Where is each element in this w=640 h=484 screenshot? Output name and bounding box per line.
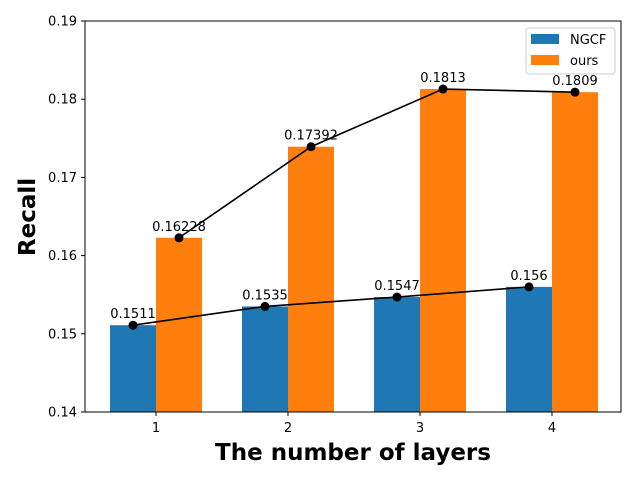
value-label-ours-1: 0.16228 [152,220,206,235]
bar-ours-2 [288,146,334,412]
plot-frame [84,20,622,413]
marker-ours-4 [570,87,580,97]
bar-ngcf-1 [110,325,156,412]
marker-ngcf-2 [260,301,270,311]
y-tick-label: 0.16 [48,249,77,264]
y-tick-label: 0.14 [48,406,77,421]
y-tick-label: 0.18 [48,93,77,108]
y-axis: 0.14 0.15 0.16 0.17 0.18 0.19 [48,15,85,421]
x-axis-title: The number of layers [215,440,491,466]
marker-ours-3 [438,84,448,94]
y-axis-title: Recall [15,178,41,256]
y-tick-label: 0.17 [48,171,77,186]
bar-ngcf-4 [506,286,552,412]
trend-line-ours [178,88,576,239]
x-tick-label: 1 [152,421,160,436]
value-labels: 0.1511 0.1535 0.1547 0.156 0.16228 0.17392 0.1… [110,71,598,322]
value-label-ngcf-4: 0.156 [510,269,547,284]
y-tick-label: 0.15 [48,327,77,342]
value-label-ngcf-1: 0.1511 [110,307,156,322]
bar-ours-3 [420,89,466,412]
x-tick-label: 2 [284,421,292,436]
bar-ngcf-2 [242,306,288,412]
bar-ours-1 [156,237,202,412]
marker-ours-1 [174,233,184,243]
marker-ngcf-3 [392,292,402,302]
bars-layer [110,89,598,413]
value-label-ngcf-3: 0.1547 [374,279,420,294]
marker-ours-2 [306,142,316,152]
legend-swatch-ours [531,55,559,65]
y-tick-label: 0.19 [48,15,77,30]
bar-ngcf-3 [374,297,420,412]
marker-ngcf-4 [524,282,534,292]
value-label-ours-4: 0.1809 [552,74,598,89]
bar-ours-4 [552,92,598,413]
legend: NGCF ours [525,27,616,75]
value-label-ours-3: 0.1813 [420,71,466,86]
legend-swatch-ngcf [531,34,559,44]
trend-line-ngcf [132,286,530,326]
marker-ngcf-1 [128,320,138,330]
value-label-ours-2: 0.17392 [284,129,338,144]
legend-label-ngcf: NGCF [570,33,606,48]
x-tick-label: 3 [416,421,424,436]
x-tick-label: 4 [548,421,556,436]
lines-layer [128,84,580,330]
legend-label-ours: ours [570,54,599,69]
x-axis: 1 2 3 4 [152,412,556,436]
value-label-ngcf-2: 0.1535 [242,288,288,303]
